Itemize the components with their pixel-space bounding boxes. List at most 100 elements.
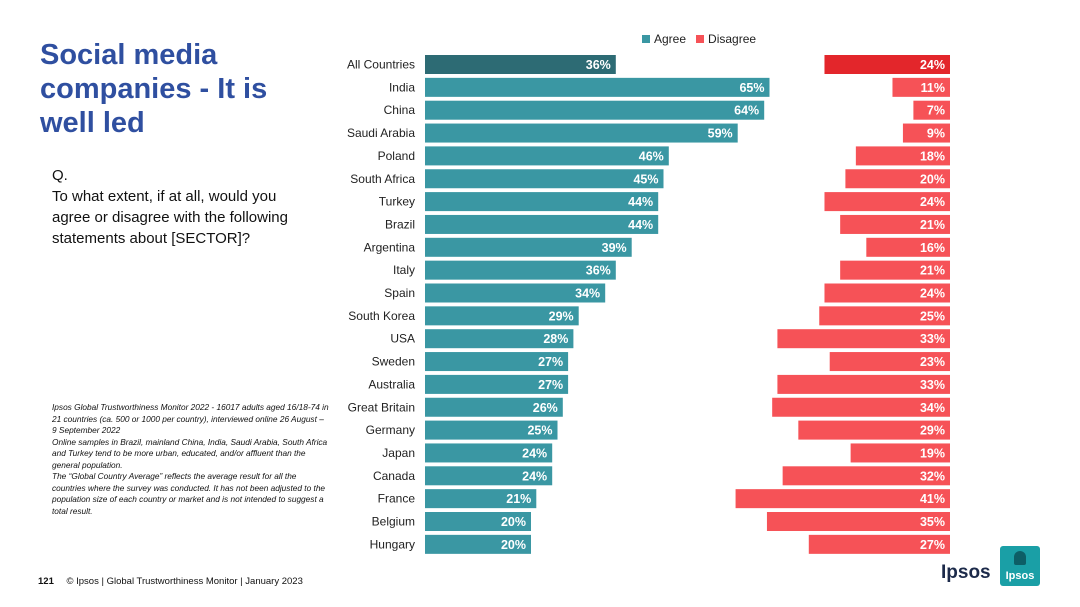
agree-bar-sweden	[425, 352, 569, 372]
category-label-south-africa: South Africa	[350, 172, 415, 186]
agree-bar-hungary	[425, 534, 531, 554]
category-label-italy: Italy	[393, 263, 415, 277]
category-label-belgium: Belgium	[372, 515, 415, 529]
category-label-poland: Poland	[378, 149, 415, 163]
disagree-value-label-china: 7%	[927, 104, 945, 118]
category-label-spain: Spain	[384, 286, 415, 300]
disagree-bar-italy	[840, 260, 950, 280]
agree-value-label-france: 21%	[506, 492, 531, 506]
legend-swatch-agree	[642, 35, 650, 43]
agree-bar-brazil	[425, 214, 659, 234]
agree-bar-great-britain	[425, 397, 563, 417]
disagree-value-label-australia: 33%	[920, 378, 945, 392]
methodology-note: Ipsos Global Trustworthiness Monitor 202…	[52, 402, 330, 517]
agree-value-label-belgium: 20%	[501, 515, 526, 529]
agree-bar-france	[425, 489, 537, 509]
note-line-3: The “Global Country Average” reflects th…	[52, 471, 326, 516]
agree-value-label-saudi-arabia: 59%	[708, 127, 733, 141]
category-label-sweden: Sweden	[372, 355, 415, 369]
disagree-bar-poland	[855, 146, 950, 166]
disagree-bar-south-korea	[819, 306, 950, 326]
category-label-brazil: Brazil	[385, 217, 415, 231]
agree-value-label-australia: 27%	[538, 378, 563, 392]
agree-value-label-canada: 24%	[522, 469, 547, 483]
legend-swatch-disagree	[696, 35, 705, 43]
category-label-france: France	[378, 492, 416, 506]
footer-text: © Ipsos | Global Trustworthiness Monitor…	[66, 576, 303, 587]
agree-bar-india	[425, 77, 770, 97]
agree-value-label-india: 65%	[739, 81, 764, 95]
disagree-value-label-saudi-arabia: 9%	[927, 127, 945, 141]
agree-value-label-poland: 46%	[639, 149, 664, 163]
disagree-value-label-canada: 32%	[920, 469, 945, 483]
agree-value-label-great-britain: 26%	[533, 401, 558, 415]
agree-value-label-japan: 24%	[522, 446, 547, 460]
category-label-india: India	[389, 80, 415, 94]
disagree-bar-china	[913, 100, 950, 120]
agree-bar-spain	[425, 283, 606, 303]
disagree-bar-belgium	[766, 512, 950, 531]
ipsos-logo-icon: Ipsos	[1000, 546, 1040, 586]
disagree-value-label-usa: 33%	[920, 332, 945, 346]
disagree-value-label-india: 11%	[921, 81, 945, 95]
agree-value-label-spain: 34%	[575, 287, 600, 301]
agree-bar-all-countries	[425, 55, 616, 74]
disagree-value-label-sweden: 23%	[920, 355, 945, 369]
category-label-saudi-arabia: Saudi Arabia	[347, 126, 415, 140]
disagree-bar-germany	[798, 420, 950, 440]
category-label-australia: Australia	[368, 377, 415, 391]
agree-value-label-all-countries: 36%	[586, 58, 611, 72]
disagree-value-label-south-korea: 25%	[920, 309, 945, 323]
disagree-value-label-turkey: 24%	[920, 195, 945, 209]
disagree-value-label-spain: 24%	[920, 287, 945, 301]
category-label-usa: USA	[390, 332, 415, 346]
disagree-value-label-brazil: 21%	[920, 218, 945, 232]
disagree-value-label-poland: 18%	[920, 149, 945, 163]
disagree-value-label-japan: 19%	[920, 446, 945, 460]
legend-item-disagree: Disagree	[696, 32, 756, 46]
legend-label-agree: Agree	[654, 32, 687, 46]
chart-legend: Agree Disagree	[642, 32, 756, 46]
legend-label-disagree: Disagree	[708, 32, 757, 46]
disagree-value-label-belgium: 35%	[920, 515, 945, 529]
agree-bar-usa	[425, 329, 574, 349]
disagree-value-label-argentina: 16%	[920, 241, 945, 255]
disagree-bar-india	[892, 77, 950, 97]
disagree-bar-australia	[777, 374, 950, 394]
agree-value-label-sweden: 27%	[538, 355, 563, 369]
disagree-bar-turkey	[824, 192, 950, 212]
agree-value-label-turkey: 44%	[628, 195, 653, 209]
agree-value-label-germany: 25%	[527, 424, 552, 438]
agree-bar-germany	[425, 420, 558, 440]
category-label-china: China	[384, 103, 416, 117]
agree-bar-italy	[425, 260, 616, 280]
disagree-bar-sweden	[829, 352, 950, 372]
legend-item-agree: Agree	[642, 32, 686, 46]
agree-bar-turkey	[425, 192, 659, 212]
category-label-japan: Japan	[382, 446, 415, 460]
agree-bar-canada	[425, 466, 553, 486]
agree-bar-argentina	[425, 237, 632, 257]
disagree-bar-brazil	[840, 214, 950, 234]
disagree-value-label-all-countries: 24%	[920, 58, 945, 72]
note-line-2: Online samples in Brazil, mainland China…	[52, 436, 328, 470]
category-label-great-britain: Great Britain	[348, 400, 415, 414]
agree-bar-south-korea	[425, 306, 579, 326]
disagree-value-label-germany: 29%	[920, 424, 945, 438]
agree-bar-poland	[425, 146, 669, 166]
disagree-value-label-great-britain: 34%	[920, 401, 945, 415]
question-text: To what extent, if at all, would you agr…	[52, 188, 288, 247]
ipsos-wordmark: Ipsos	[941, 562, 991, 583]
disagree-bar-all-countries	[824, 55, 950, 74]
logo-head-shape	[1014, 551, 1026, 565]
agree-value-label-china: 64%	[734, 104, 759, 118]
disagree-bar-argentina	[866, 237, 950, 257]
disagree-value-label-hungary: 27%	[920, 538, 945, 552]
disagree-value-label-italy: 21%	[920, 264, 945, 278]
disagree-bar-japan	[850, 443, 950, 463]
footer: 121 © Ipsos | Global Trustworthiness Mon…	[38, 576, 303, 587]
agree-value-label-hungary: 20%	[501, 538, 526, 552]
category-label-all-countries: All Countries	[347, 58, 415, 72]
agree-bar-china	[425, 100, 765, 120]
